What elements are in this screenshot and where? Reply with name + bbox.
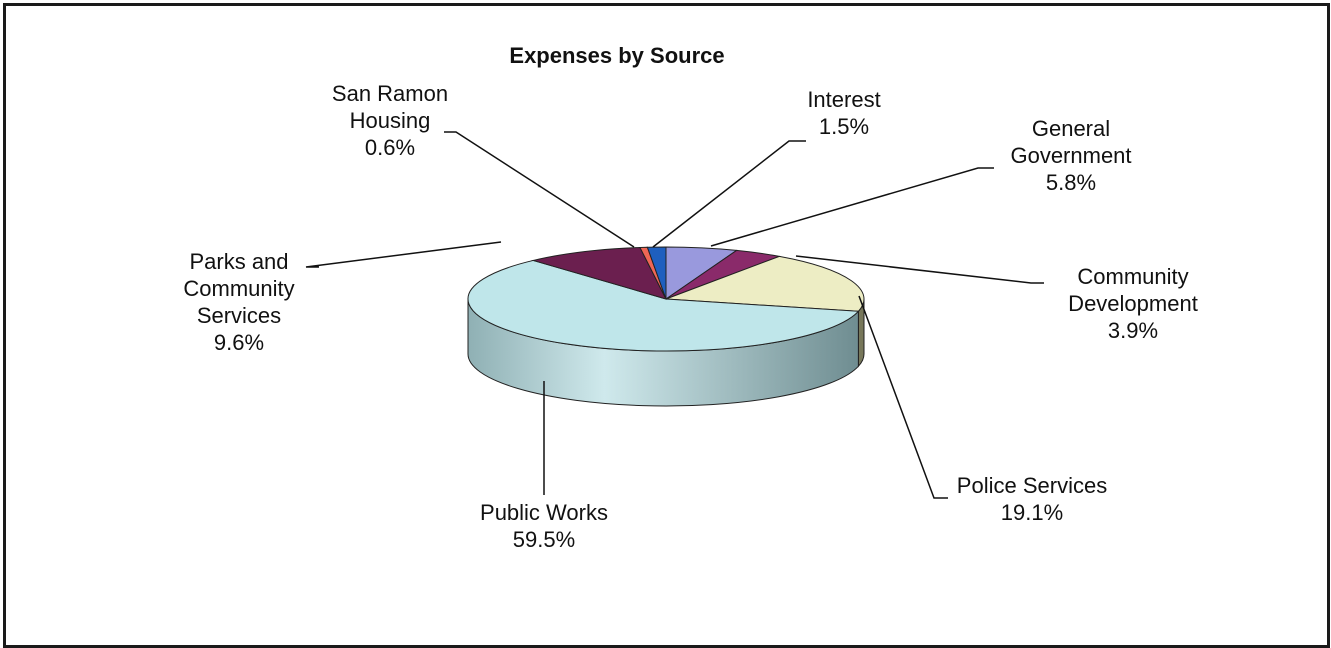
leader-line-san-ramon-housing [444,131,635,248]
slice-label-text: Community [1077,264,1189,289]
slice-label-san-ramon-housing: San Ramon Housing 0.6% [332,80,448,161]
slice-label-text: Government [1010,143,1132,168]
slice-value-label: 3.9% [1107,318,1159,343]
leader-line-community-development [795,255,1044,284]
pie-chart [305,131,1044,499]
slice-value-label: 19.1% [1000,500,1064,525]
slice-value-label: 5.8% [1045,170,1097,195]
slice-label-parks-and-community-services: Parks and Community Services 9.6% [183,248,294,356]
slice-label-community-development: Community Development 3.9% [1068,263,1198,344]
slice-value-label: 59.5% [512,527,576,552]
chart-frame: Expenses by Source General Government 5.8%… [3,3,1330,648]
slice-label-text: San Ramon [331,81,449,106]
slice-label-text: Parks and [189,249,289,274]
chart-title: Expenses by Source [509,43,725,68]
slice-label-police-services: Police Services 19.1% [957,472,1107,526]
slice-interest [646,246,667,300]
slice-label-text: Community [183,276,295,301]
slice-value-label: 1.5% [818,114,870,139]
slice-label-general-government: General Government 5.8% [1010,115,1131,196]
slice-label-text: Housing [349,108,431,133]
leader-line-general-government [710,167,994,247]
slice-label-public-works: Public Works 59.5% [480,499,608,553]
slice-label-text: Development [1068,291,1198,316]
slice-parks-and-community-services [531,246,667,300]
slice-label-text: Police Services [956,473,1108,498]
slice-public-works [467,259,860,352]
slice-label-text: Public Works [480,500,608,525]
slice-label-interest: Interest 1.5% [807,86,880,140]
leader-line-parks-and-community-services [305,241,502,268]
leader-line-police-services [858,295,948,499]
slice-value-label: 0.6% [364,135,416,160]
slice-label-text: Services [196,303,282,328]
slice-label-text: Interest [807,87,881,112]
leader-line-interest [652,140,806,248]
slice-value-label: 9.6% [213,330,265,355]
slice-label-text: General [1031,116,1111,141]
